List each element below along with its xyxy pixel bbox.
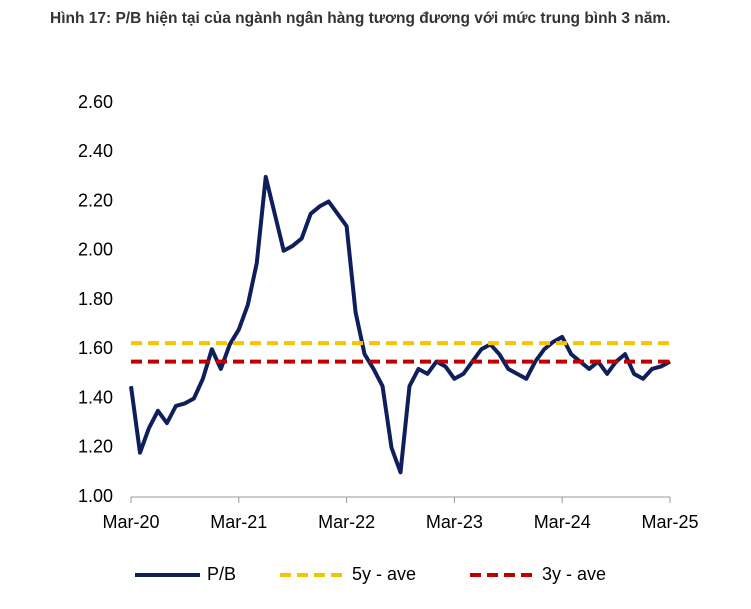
x-tick-label: Mar-22 bbox=[318, 512, 375, 532]
x-tick-label: Mar-23 bbox=[426, 512, 483, 532]
x-tick-label: Mar-25 bbox=[641, 512, 698, 532]
legend-label: 5y - ave bbox=[352, 564, 416, 584]
legend-label: P/B bbox=[207, 564, 236, 584]
y-tick-label: 2.00 bbox=[78, 240, 113, 260]
y-tick-label: 1.40 bbox=[78, 387, 113, 407]
y-tick-label: 1.20 bbox=[78, 437, 113, 457]
legend-label: 3y - ave bbox=[542, 564, 606, 584]
y-tick-label: 2.60 bbox=[78, 92, 113, 112]
series-line bbox=[129, 174, 671, 475]
chart-title: Hình 17: P/B hiện tại của ngành ngân hàn… bbox=[50, 10, 671, 27]
x-tick-label: Mar-20 bbox=[102, 512, 159, 532]
y-tick-label: 2.20 bbox=[78, 190, 113, 210]
x-tick-label: Mar-24 bbox=[534, 512, 591, 532]
y-tick-label: 1.00 bbox=[78, 486, 113, 506]
y-tick-label: 1.60 bbox=[78, 338, 113, 358]
y-tick-label: 1.80 bbox=[78, 289, 113, 309]
x-tick-label: Mar-21 bbox=[210, 512, 267, 532]
y-tick-label: 2.40 bbox=[78, 141, 113, 161]
